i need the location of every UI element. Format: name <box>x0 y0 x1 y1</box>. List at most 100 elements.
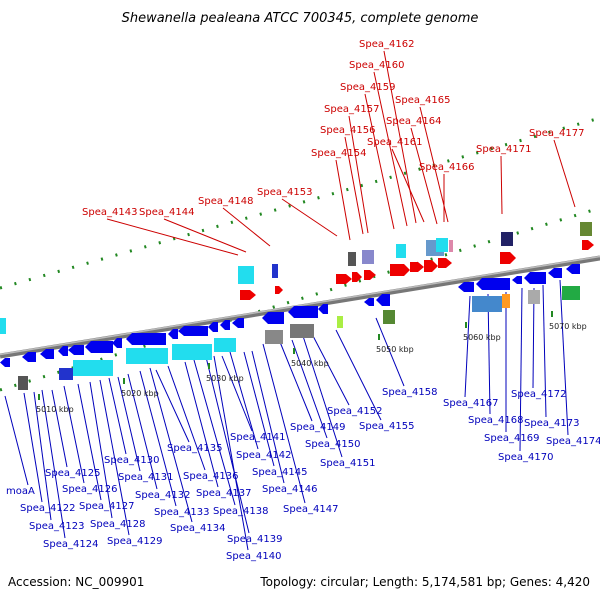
leader-line <box>167 365 206 471</box>
leader-line <box>373 71 408 227</box>
leader-line <box>117 376 141 472</box>
leader-line <box>391 148 425 223</box>
leader-line <box>348 115 369 234</box>
reverse-gene-label: Spea_4130 <box>104 455 159 466</box>
reverse-gene-arrow <box>126 333 166 345</box>
gene-feature-block <box>337 316 343 328</box>
reverse-gene-label: Spea_4137 <box>196 488 251 499</box>
leader-line <box>279 341 313 422</box>
reverse-gene-label: Spea_4133 <box>154 507 209 518</box>
reverse-gene-label: Spea_4146 <box>262 484 317 495</box>
reverse-gene-label: Spea_4149 <box>290 422 345 433</box>
gene-feature-block <box>396 244 406 258</box>
forward-gene-label: Spea_4160 <box>349 60 404 71</box>
leader-line <box>89 381 113 519</box>
leader-line <box>419 106 449 223</box>
gene-feature-block <box>126 348 168 364</box>
reverse-gene-arrow <box>262 312 284 324</box>
reverse-gene-label: Spea_4173 <box>524 418 579 429</box>
reverse-gene-label: Spea_4150 <box>305 439 360 450</box>
reverse-gene-label: Spea_4124 <box>43 539 98 550</box>
forward-gene-arrow <box>438 258 452 268</box>
reverse-gene-label: Spea_4169 <box>484 433 539 444</box>
accession-text: Accession: NC_009901 <box>8 575 145 589</box>
reverse-gene-label: Spea_4135 <box>167 443 222 454</box>
gene-feature-block <box>528 290 540 304</box>
leader-line <box>542 284 547 418</box>
forward-gene-arrow <box>240 290 256 300</box>
leader-line <box>23 392 43 503</box>
reverse-gene-label: Spea_4140 <box>226 551 281 562</box>
kbp-tick-label: 5040 kbp <box>291 359 329 368</box>
leader-line <box>500 155 503 215</box>
reverse-gene-arrow <box>476 278 510 290</box>
reverse-gene-arrow <box>40 349 54 359</box>
reverse-gene-arrow <box>458 282 474 292</box>
reverse-gene-label: Spea_4128 <box>90 519 145 530</box>
leader-line <box>127 373 158 490</box>
leader-line <box>383 50 417 224</box>
reverse-gene-label: Spea_4142 <box>236 450 291 461</box>
kbp-tick-label: 5060 kbp <box>463 333 501 342</box>
gene-feature-block <box>362 250 374 264</box>
leader-line <box>63 385 85 484</box>
reverse-gene-arrow <box>318 304 328 314</box>
leader-line <box>262 343 306 504</box>
forward-gene-arrow <box>352 272 362 282</box>
leader-line <box>213 355 249 551</box>
reverse-gene-label: Spea_4174 <box>546 436 600 447</box>
label-leader-lines <box>4 50 576 551</box>
reverse-gene-label: Spea_4129 <box>107 536 162 547</box>
reverse-gene-label: Spea_4123 <box>29 521 84 532</box>
forward-gene-label: Spea_4143 <box>82 207 137 218</box>
gene-feature-block <box>73 360 113 376</box>
kbp-tick-label: 5050 kbp <box>376 345 414 354</box>
forward-gene-label: Spea_4164 <box>386 116 441 127</box>
forward-gene-label: Spea_4162 <box>359 39 414 50</box>
gene-feature-block <box>436 238 448 252</box>
reverse-gene-label: Spea_4134 <box>170 523 225 534</box>
reverse-gene-arrow <box>364 298 374 306</box>
forward-gene-label: Spea_4165 <box>395 95 450 106</box>
reverse-gene-arrow <box>548 268 562 278</box>
forward-gene-arrow <box>424 260 438 272</box>
forward-gene-labels: Spea_4143 Spea_4144 Spea_4148 Spea_4153 Spea… <box>82 39 584 218</box>
gene-feature-block <box>501 232 513 246</box>
gene-feature-block <box>214 338 236 352</box>
reverse-gene-arrow <box>288 306 318 318</box>
reverse-gene-label: Spea_4167 <box>443 398 498 409</box>
leader-line <box>532 287 535 389</box>
reverse-gene-arrow <box>524 272 546 284</box>
reverse-gene-label: Spea_4152 <box>327 406 382 417</box>
forward-gene-label: Spea_4177 <box>529 128 584 139</box>
forward-gene-label: Spea_4166 <box>419 162 474 173</box>
gene-feature-block <box>449 240 453 252</box>
leader-line <box>163 218 247 253</box>
gene-feature-block <box>290 324 314 338</box>
forward-gene-label: Spea_4159 <box>340 82 395 93</box>
reverse-gene-label: Spea_4131 <box>118 472 173 483</box>
gene-feature-block <box>59 368 73 380</box>
leader-line <box>205 356 250 534</box>
reverse-gene-label: Spea_4126 <box>62 484 117 495</box>
kbp-tick-label: 5030 kbp <box>206 374 244 383</box>
leader-line <box>553 139 576 208</box>
gene-feature-block <box>472 296 502 312</box>
reverse-gene-label: Spea_4151 <box>320 458 375 469</box>
leader-line <box>108 377 127 455</box>
gene-feature-block <box>502 294 510 308</box>
forward-gene-label: Spea_4153 <box>257 187 312 198</box>
leader-line <box>149 367 193 523</box>
leader-line <box>77 383 102 501</box>
reverse-gene-arrow <box>85 341 113 353</box>
forward-gene-label: Spea_4148 <box>198 196 253 207</box>
leader-line <box>99 379 130 536</box>
leader-line <box>302 335 343 458</box>
reverse-gene-arrow <box>168 329 178 339</box>
forward-gene-arrow <box>364 270 376 280</box>
leader-line <box>221 355 253 432</box>
leader-line <box>139 370 177 507</box>
gene-feature-block <box>265 330 283 344</box>
leader-line <box>41 389 66 539</box>
